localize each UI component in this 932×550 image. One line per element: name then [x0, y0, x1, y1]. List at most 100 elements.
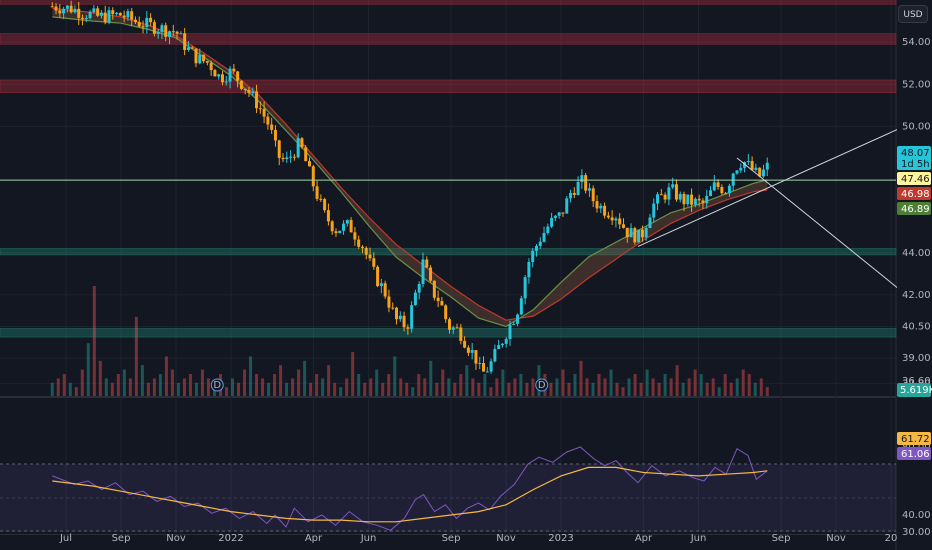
candle	[202, 54, 206, 62]
candle	[300, 138, 304, 148]
candle	[474, 350, 478, 364]
candle	[463, 340, 467, 348]
price-axis[interactable]: 54.0052.0050.0044.0042.0040.5039.0037.80…	[897, 0, 932, 550]
support-zone	[0, 328, 897, 338]
time-tick-label: Jul	[59, 533, 72, 544]
candle	[50, 6, 54, 8]
volume-bar	[249, 356, 253, 396]
ema-cloud	[52, 8, 768, 327]
volume-bar	[309, 382, 313, 396]
volume-bar	[657, 382, 661, 396]
candle	[478, 363, 482, 365]
candle	[349, 220, 353, 233]
volume-bar	[86, 343, 90, 396]
volume-bar	[267, 382, 271, 396]
candle	[572, 192, 576, 195]
candle	[357, 239, 361, 247]
volume-bar	[441, 369, 445, 396]
volume-bar	[381, 382, 385, 396]
volume-bar	[92, 286, 96, 396]
volume-bar	[549, 382, 553, 396]
volume-bar	[633, 374, 637, 396]
candle	[319, 198, 323, 200]
candle	[682, 194, 686, 205]
candle	[527, 261, 531, 278]
volume-bar	[651, 378, 655, 396]
volume-bar	[741, 369, 745, 396]
volume-bar	[56, 378, 60, 396]
candle	[410, 305, 414, 329]
candle	[561, 212, 565, 214]
candle	[96, 8, 100, 16]
drawings	[0, 113, 932, 317]
currency-button[interactable]: USD	[898, 5, 928, 23]
candle	[152, 22, 156, 34]
candle	[338, 230, 342, 234]
candle	[690, 194, 694, 205]
volume-bar	[261, 378, 265, 396]
candle	[610, 217, 614, 221]
volume-bar	[327, 365, 331, 396]
candle	[236, 71, 240, 81]
candle	[621, 224, 625, 228]
candle	[168, 31, 172, 37]
candle	[156, 31, 160, 34]
volume-bar	[729, 382, 733, 396]
price-tag	[897, 172, 931, 185]
volume-bar	[477, 382, 481, 396]
volume-bar	[369, 378, 373, 396]
candle	[508, 324, 512, 339]
candle	[111, 10, 115, 15]
candle	[217, 74, 221, 77]
candle	[130, 11, 134, 20]
time-axis-divider	[0, 534, 932, 535]
time-axis[interactable]: Jul Sep Nov 2022 Apr Jun Sep Nov 2023 Apr Jun Sep No…	[59, 533, 897, 544]
candle	[360, 246, 364, 248]
volume-bar	[429, 360, 433, 396]
volume-bar	[140, 365, 144, 396]
volume-bar	[279, 365, 283, 396]
volume-bar	[759, 378, 763, 396]
candle	[436, 297, 440, 302]
volume-tag-label: 5.619K	[900, 385, 932, 396]
candle	[550, 217, 554, 227]
candle	[519, 298, 523, 315]
candle	[444, 305, 448, 320]
volume-bar	[717, 387, 721, 396]
volume-bar	[80, 369, 84, 396]
rsi-pane[interactable]	[0, 446, 896, 532]
candle	[432, 280, 436, 298]
candle	[387, 296, 391, 308]
volume-bar	[237, 382, 241, 396]
time-tick-label: Sep	[112, 533, 131, 544]
candle	[330, 221, 334, 232]
volume-tag	[897, 383, 931, 397]
volume-bar	[423, 378, 427, 396]
candle	[697, 198, 701, 201]
candle	[644, 228, 648, 238]
volume-bar	[579, 360, 583, 396]
candle	[716, 182, 720, 187]
candle	[304, 147, 308, 162]
candle	[701, 200, 705, 204]
volume-bar	[164, 356, 168, 396]
volume-bar	[465, 365, 469, 396]
candle	[164, 25, 168, 37]
candle	[497, 345, 501, 349]
volume-bar	[255, 374, 259, 396]
candle	[663, 194, 667, 200]
candle	[648, 217, 652, 229]
candle	[209, 62, 213, 71]
candle	[421, 259, 425, 285]
candle	[296, 138, 300, 158]
candle	[466, 347, 470, 353]
volume-bar	[74, 387, 78, 396]
time-tick-label: Nov	[826, 533, 846, 544]
volume-bar	[489, 387, 493, 396]
candle	[678, 194, 682, 200]
candle	[482, 363, 486, 372]
candle	[565, 198, 569, 214]
